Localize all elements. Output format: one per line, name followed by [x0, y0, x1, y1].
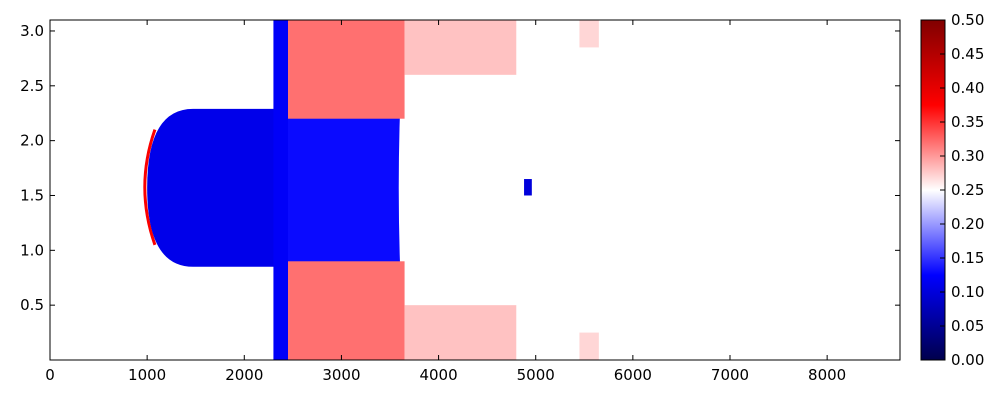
x-tick-label: 1000 [128, 366, 166, 384]
colorbar-tick-label: 0.25 [951, 181, 984, 199]
heatmap-region-9 [579, 332, 599, 360]
x-tick-label: 3000 [322, 366, 360, 384]
y-axis: 0.5 1.0 1.5 2.0 2.5 3.0 [20, 22, 900, 314]
x-tick-label: 0 [45, 366, 55, 384]
colorbar-tick-label: 0.45 [951, 45, 984, 63]
plot-frame [49, 19, 901, 361]
y-tick-label: 2.5 [20, 77, 44, 95]
y-tick-label: 2.0 [20, 132, 44, 150]
x-tick-label: 4000 [419, 366, 457, 384]
x-tick-label: 5000 [517, 366, 555, 384]
heatmap-region-10 [524, 179, 532, 196]
heatmap-layer [50, 20, 900, 360]
heatmap-region-2 [273, 20, 288, 360]
heatmap-region-5 [288, 261, 405, 360]
colorbar-tick-label: 0.30 [951, 147, 984, 165]
colorbar-tick-label: 0.35 [951, 113, 984, 131]
y-tick-label: 1.5 [20, 186, 44, 204]
colorbar-tick-label: 0.15 [951, 249, 984, 267]
colorbar-tick-label: 0.40 [951, 79, 984, 97]
colorbar-axis: 0.00 0.05 0.10 0.15 0.20 0.25 0.30 0.35 0.40 0.45… [940, 11, 984, 369]
colorbar-tick-label: 0.00 [951, 351, 984, 369]
x-tick-label: 7000 [711, 366, 749, 384]
x-axis: 0 1000 2000 3000 4000 5000 6000 7000 8000 [45, 20, 846, 384]
y-tick-label: 3.0 [20, 22, 44, 40]
colorbar-tick-label: 0.50 [951, 11, 984, 29]
x-tick-label: 8000 [808, 366, 846, 384]
x-tick-label: 2000 [225, 366, 263, 384]
heatmap-region-8 [579, 20, 599, 48]
heatmap-region-6 [404, 20, 517, 75]
heatmap-region-0 [143, 129, 157, 246]
heatmap-region-7 [404, 305, 517, 360]
heatmap-region-1 [147, 108, 279, 267]
x-tick-label: 6000 [614, 366, 652, 384]
colorbar-tick-label: 0.10 [951, 283, 984, 301]
y-tick-label: 1.0 [20, 241, 44, 259]
y-tick-label: 0.5 [20, 296, 44, 314]
colorbar-tick-label: 0.20 [951, 215, 984, 233]
colorbar-tick-label: 0.05 [951, 317, 984, 335]
heatmap-region-4 [288, 20, 405, 119]
